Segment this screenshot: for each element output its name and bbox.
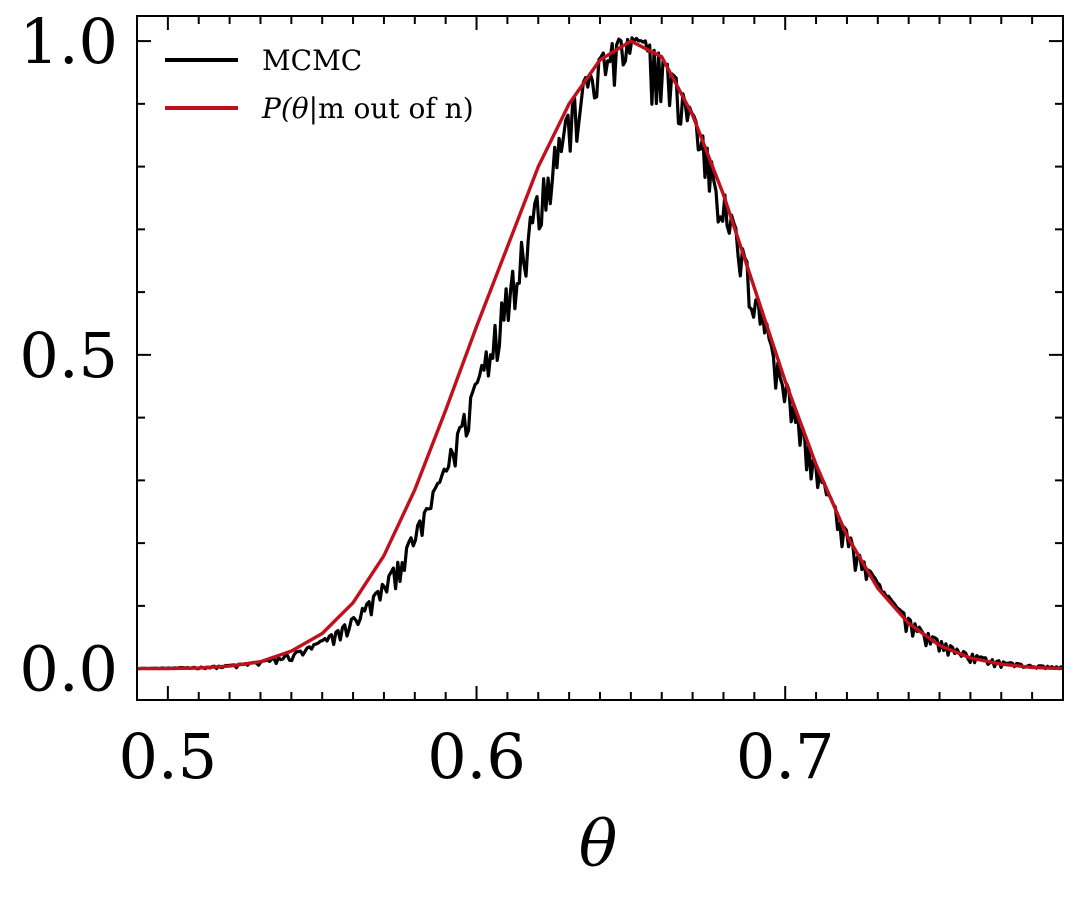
series-layer (137, 36, 1064, 671)
legend: MCMC P(θ|m out of n) (165, 44, 474, 125)
x-tick-label: 0.5 (119, 720, 218, 793)
legend-label-posterior-suffix: m out of n) (318, 92, 474, 125)
legend-label-posterior: P(θ|m out of n) (261, 92, 474, 125)
x-tick-label: 0.7 (736, 720, 835, 793)
legend-label-posterior-prefix: P (261, 92, 282, 125)
y-tick-label: 1.0 (19, 5, 118, 78)
y-tick-label: 0.5 (19, 319, 118, 392)
posterior-series-line (137, 39, 1064, 671)
x-axis-label: θ (579, 808, 618, 882)
plot-frame (136, 15, 1064, 701)
y-tick-label: 0.0 (19, 633, 118, 706)
legend-label-posterior-math: (θ| (281, 92, 318, 125)
legend-label-mcmc: MCMC (262, 44, 362, 77)
x-tick-label: 0.6 (427, 720, 526, 793)
mcmc-series-line (137, 36, 1064, 671)
tick-labels: 0.5 0.6 0.70.00.51.0 (19, 5, 834, 793)
